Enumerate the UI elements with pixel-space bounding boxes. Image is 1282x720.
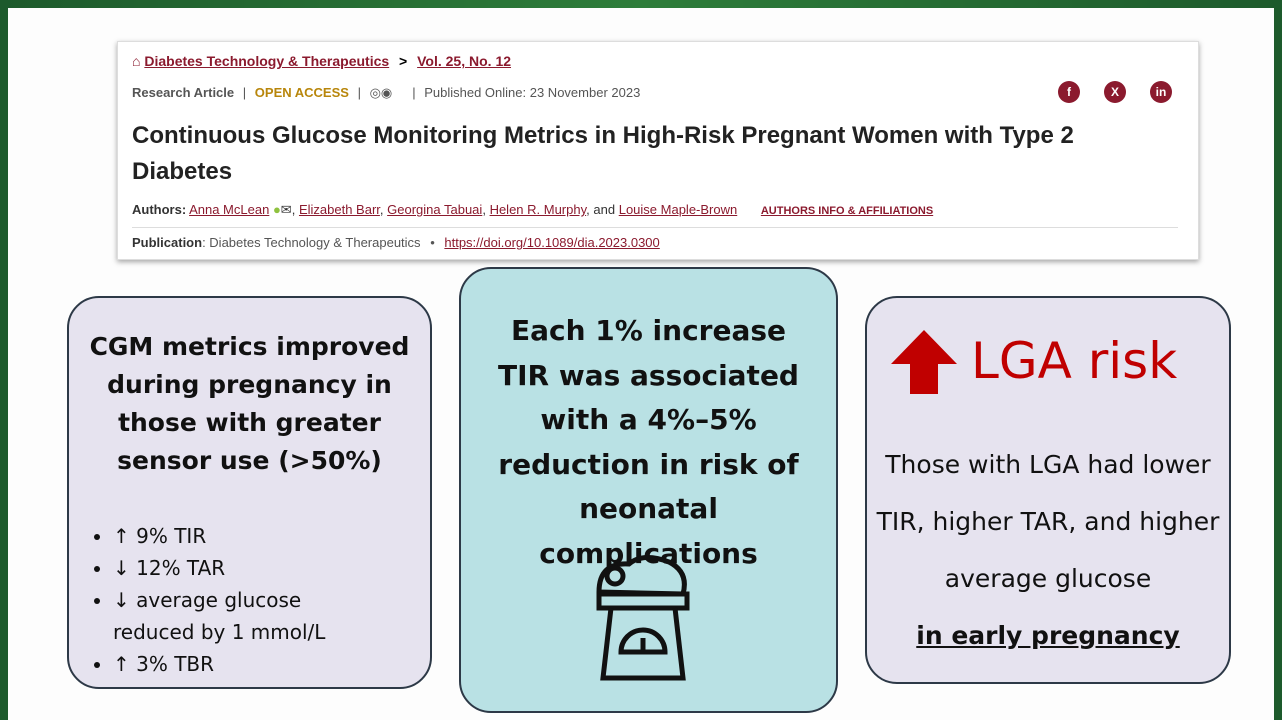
- meta: Research Article | OPEN ACCESS | ◎◉ | Pu…: [132, 85, 640, 101]
- author[interactable]: Louise Maple-Brown: [618, 202, 738, 217]
- list-item: ↓ 12% TAR: [113, 552, 430, 584]
- affiliations-link[interactable]: AUTHORS INFO & AFFILIATIONS: [760, 205, 934, 217]
- lga-heading: LGA risk: [971, 332, 1178, 390]
- author[interactable]: Helen R. Murphy: [489, 202, 587, 217]
- divider: |: [357, 85, 361, 100]
- author[interactable]: Anna McLean: [189, 202, 270, 217]
- up-arrow: [891, 330, 957, 394]
- bullet: •: [430, 235, 435, 250]
- divider: |: [412, 85, 416, 100]
- comma: ,: [291, 202, 296, 217]
- open-access: OPEN ACCESS: [254, 85, 349, 100]
- separator: >: [399, 53, 408, 69]
- x[interactable]: X: [1104, 81, 1126, 103]
- list-item: ↓ average glucose reduced by 1 mmol/L: [113, 584, 343, 648]
- publication: Publication: Diabetes Technology & Thera…: [132, 235, 660, 250]
- middle-text: Each 1% increase TIR was associated with…: [498, 314, 799, 570]
- journal-link[interactable]: Diabetes Technology & Therapeutics: [144, 53, 390, 69]
- right-body: Those with LGA had lower TIR, higher TAR…: [876, 450, 1220, 593]
- author[interactable]: Elizabeth Barr: [298, 202, 380, 217]
- breadcrumb: ⌂ Diabetes Technology & Therapeutics > V…: [132, 53, 511, 69]
- facebook[interactable]: f: [1058, 81, 1080, 103]
- article-card: ⌂ Diabetes Technology & Therapeutics > V…: [117, 41, 1199, 260]
- middle-box: Each 1% increase TIR was associated with…: [459, 267, 838, 713]
- article-title: Continuous Glucose Monitoring Metrics in…: [132, 122, 1074, 185]
- divider: |: [242, 85, 247, 100]
- list-item: ↑ 9% TIR: [113, 520, 430, 552]
- authors: Authors: Anna McLean ●✉, Elizabeth Barr,…: [132, 202, 934, 217]
- comma: ,: [586, 202, 590, 217]
- cc-icons: ◎◉: [369, 85, 393, 100]
- right-box: LGA risk Those with LGA had lower TIR, h…: [865, 296, 1231, 684]
- orcid-icon: ●: [272, 202, 281, 217]
- author[interactable]: Georgina Tabuai: [387, 202, 483, 217]
- and: and: [593, 202, 616, 217]
- home-icon: ⌂: [132, 53, 141, 69]
- right-text: Those with LGA had lower TIR, higher TAR…: [871, 436, 1225, 664]
- right-emphasis: in early pregnancy: [916, 621, 1180, 650]
- comma: ,: [379, 202, 384, 217]
- slide: ⌂ Diabetes Technology & Therapeutics > V…: [8, 8, 1274, 720]
- issue-link[interactable]: Vol. 25, No. 12: [417, 53, 512, 69]
- left-box: CGM metrics improved during pregnancy in…: [67, 296, 432, 689]
- comma: ,: [482, 202, 486, 217]
- doi-link[interactable]: https://doi.org/10.1089/dia.2023.0300: [444, 235, 660, 250]
- publication-name: Diabetes Technology & Therapeutics: [209, 235, 421, 250]
- published: Published Online: 23 November 2023: [424, 85, 641, 100]
- list-item: ↑ 3% TBR: [113, 648, 430, 680]
- scale-icon: [596, 555, 690, 681]
- rule: [132, 227, 1178, 228]
- article-type: Research Article: [132, 85, 235, 100]
- left-heading: CGM metrics improved during pregnancy in…: [89, 332, 410, 475]
- linkedin[interactable]: in: [1150, 81, 1172, 103]
- publication-label: Publication: [132, 235, 203, 250]
- left-list: ↑ 9% TIR ↓ 12% TAR ↓ average glucose red…: [69, 520, 430, 680]
- authors-label: Authors:: [132, 202, 187, 217]
